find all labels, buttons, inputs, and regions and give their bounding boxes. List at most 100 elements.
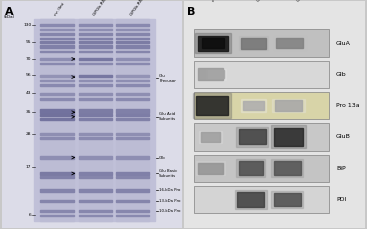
Text: 17: 17	[26, 165, 32, 169]
Bar	[199, 163, 223, 174]
Bar	[199, 35, 228, 51]
Bar	[79, 109, 112, 113]
Bar	[116, 118, 149, 120]
Bar	[195, 61, 329, 88]
Bar	[40, 133, 74, 135]
Bar	[271, 191, 303, 208]
Bar	[40, 41, 74, 43]
Bar	[116, 51, 149, 52]
Text: PDI: PDI	[336, 197, 346, 202]
Bar	[271, 159, 303, 177]
Bar	[40, 172, 74, 175]
Bar	[116, 84, 149, 86]
Bar	[79, 137, 112, 139]
Bar	[195, 123, 329, 150]
Bar	[40, 38, 74, 39]
Bar	[239, 129, 266, 144]
Bar	[116, 98, 149, 100]
Bar	[116, 75, 149, 77]
Bar	[116, 215, 149, 216]
Bar	[116, 45, 149, 48]
Bar	[116, 29, 149, 30]
Bar	[40, 63, 74, 64]
Bar	[208, 70, 224, 79]
Bar	[79, 84, 112, 86]
Text: cv. Ilmi: cv. Ilmi	[211, 0, 223, 2]
Bar	[276, 38, 303, 48]
Bar	[206, 69, 226, 80]
Bar	[237, 192, 264, 207]
Bar	[40, 118, 74, 120]
Bar	[241, 99, 266, 112]
Bar	[40, 51, 74, 52]
Text: 43: 43	[26, 91, 32, 95]
Bar	[79, 63, 112, 64]
Bar	[116, 172, 149, 175]
Bar	[195, 92, 329, 119]
Bar	[195, 186, 329, 213]
Bar	[79, 29, 112, 30]
Text: Pro 13a: Pro 13a	[336, 103, 360, 108]
Text: 35: 35	[26, 110, 32, 114]
Text: Glb: Glb	[159, 155, 166, 160]
Bar	[79, 41, 112, 43]
Bar	[116, 210, 149, 212]
Bar	[40, 98, 74, 100]
Text: GluB: GluB	[336, 134, 351, 139]
Bar	[79, 58, 112, 60]
Bar	[193, 93, 231, 118]
Text: GPGb-RNAi 18: GPGb-RNAi 18	[92, 0, 114, 17]
Bar	[40, 189, 74, 192]
Bar	[79, 189, 112, 192]
Text: A: A	[6, 7, 14, 17]
Bar	[79, 19, 112, 221]
Text: 16-kDa Pro: 16-kDa Pro	[159, 188, 181, 192]
Bar	[79, 172, 112, 175]
Bar	[195, 30, 329, 57]
Bar	[199, 131, 222, 143]
Text: Glb: Glb	[336, 72, 347, 77]
Bar	[79, 45, 112, 48]
Text: 28: 28	[26, 132, 32, 136]
Bar	[196, 96, 228, 115]
Bar	[116, 137, 149, 139]
Bar	[79, 210, 112, 212]
Bar	[275, 101, 302, 111]
Bar	[40, 114, 74, 116]
Bar	[79, 93, 112, 95]
Bar	[40, 210, 74, 212]
Bar	[79, 98, 112, 100]
Bar	[40, 29, 74, 30]
Bar	[196, 33, 231, 53]
Bar	[116, 133, 149, 135]
Bar	[239, 36, 268, 50]
Text: 130: 130	[23, 23, 32, 27]
Bar	[195, 155, 329, 182]
Bar	[116, 109, 149, 113]
Bar	[236, 127, 268, 147]
Bar	[116, 38, 149, 39]
Bar	[116, 58, 149, 60]
Bar	[79, 24, 112, 26]
Text: 95: 95	[26, 40, 32, 44]
Bar	[40, 109, 74, 113]
Text: 13-kDa Pro: 13-kDa Pro	[159, 199, 181, 203]
Bar	[34, 19, 155, 221]
Bar	[116, 176, 149, 178]
Text: Glu Acid
Subunits: Glu Acid Subunits	[159, 112, 176, 121]
Bar	[40, 84, 74, 86]
Text: cv. Ilmi: cv. Ilmi	[54, 2, 66, 17]
Bar	[79, 80, 112, 81]
Text: Glu Basic
Subunits: Glu Basic Subunits	[159, 169, 177, 178]
Bar	[40, 80, 74, 81]
Bar	[40, 58, 74, 60]
Bar	[274, 193, 301, 206]
Text: 70: 70	[26, 57, 32, 61]
Bar	[201, 132, 220, 142]
Bar	[40, 156, 74, 159]
Bar	[272, 99, 305, 112]
Bar	[236, 159, 265, 177]
Bar	[79, 114, 112, 116]
Bar	[274, 128, 303, 146]
Bar	[40, 215, 74, 216]
